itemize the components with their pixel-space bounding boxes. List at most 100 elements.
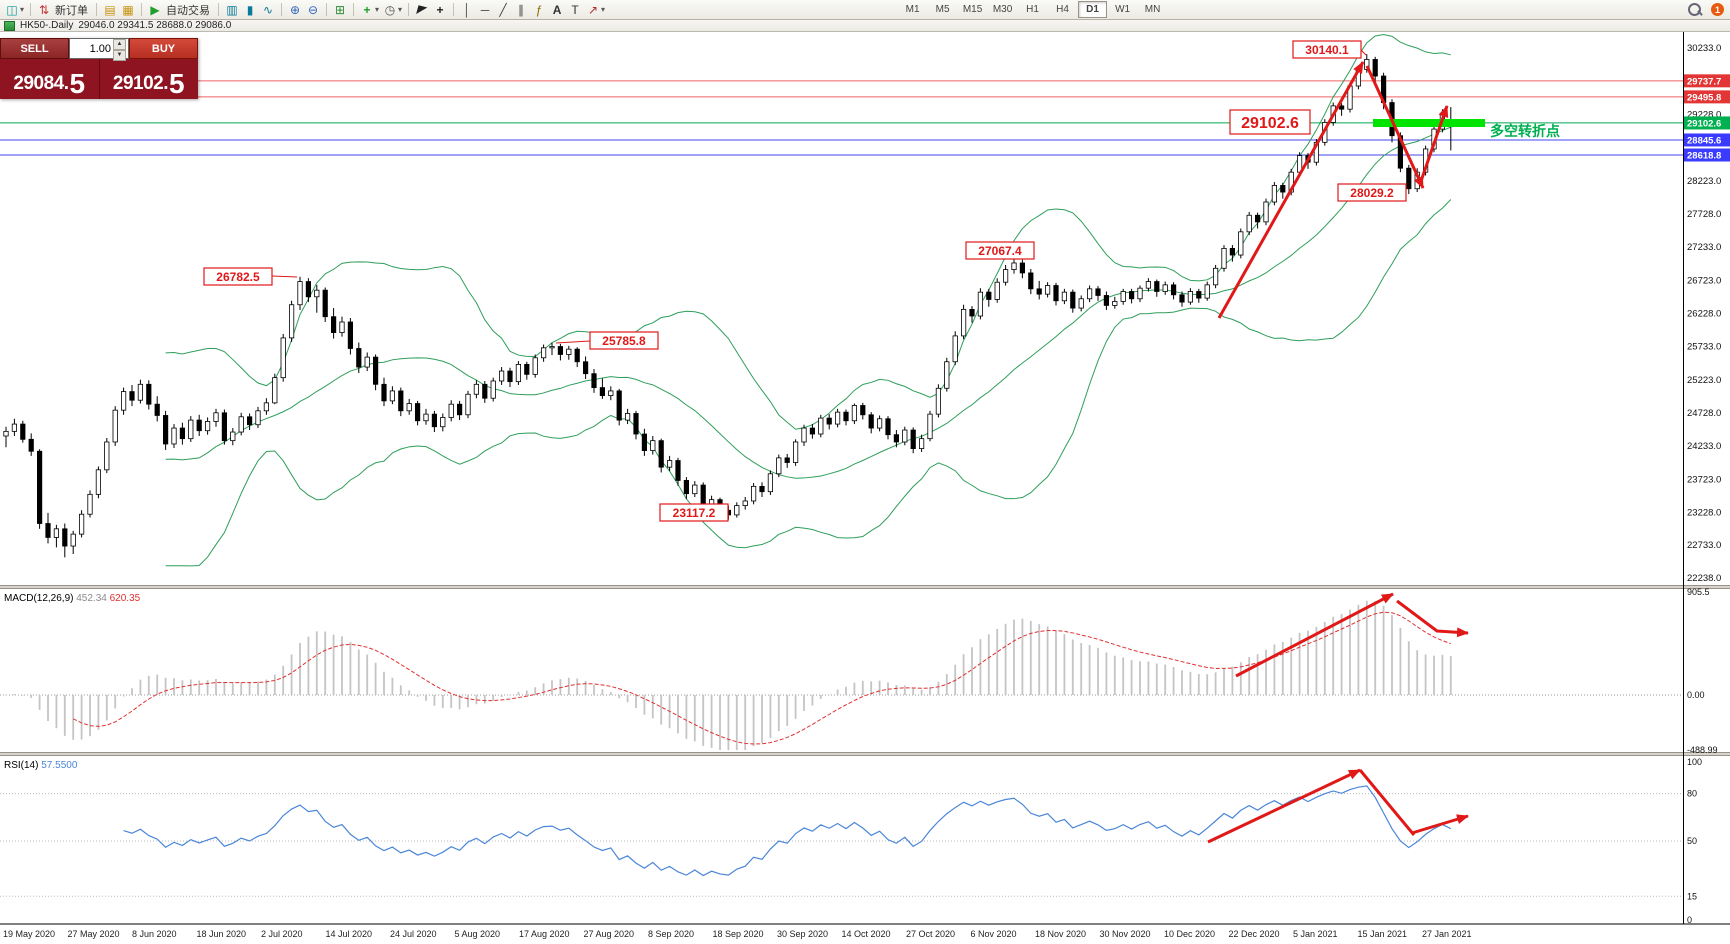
search-icon[interactable] <box>1688 3 1701 16</box>
tf-d1[interactable]: D1 <box>1078 1 1108 18</box>
tf-h1[interactable]: H1 <box>1026 4 1039 15</box>
volume-down-icon[interactable]: ▼ <box>113 50 126 61</box>
macd-panel: MACD(12,26,9) 452.34 620.35 905.5 0.00 -488… <box>0 587 1718 755</box>
tf-m15[interactable]: M15 <box>962 4 983 15</box>
chart-ohlc-values: 29046.0 29341.5 28688.0 29086.0 <box>78 20 232 31</box>
svg-text:5 Aug 2020: 5 Aug 2020 <box>455 929 501 939</box>
zoom-out-icon[interactable]: ⊖ <box>307 2 319 17</box>
candlestick-chart-icon[interactable]: ▮ <box>246 2 254 17</box>
bar-chart-icon[interactable]: ▥ <box>226 2 238 17</box>
notification-badge[interactable]: 1 <box>1711 3 1724 16</box>
volume-stepper: ▲ ▼ <box>69 38 129 61</box>
svg-text:5 Jan 2021: 5 Jan 2021 <box>1293 929 1338 939</box>
bid-price-main: 29084. <box>13 73 69 94</box>
tf-h4[interactable]: H4 <box>1056 4 1069 15</box>
bid-price-big: 5 <box>69 68 86 99</box>
cursor-icon[interactable]: ◤ <box>415 1 429 18</box>
svg-text:25785.8: 25785.8 <box>602 334 646 348</box>
sell-button[interactable]: SELL <box>0 38 69 59</box>
text-tool-icon[interactable]: A <box>552 2 562 17</box>
svg-text:26782.5: 26782.5 <box>216 270 260 284</box>
svg-text:24728.0: 24728.0 <box>1687 408 1721 419</box>
svg-text:27 Jan 2021: 27 Jan 2021 <box>1422 929 1472 939</box>
svg-text:28845.6: 28845.6 <box>1687 135 1721 146</box>
svg-text:25733.0: 25733.0 <box>1687 341 1721 352</box>
macd-label: MACD(12,26,9) 452.34 620.35 <box>4 593 141 604</box>
channel-tool-icon[interactable]: ∥ <box>518 2 525 17</box>
chevron-down-icon[interactable]: ▾ <box>375 5 380 14</box>
svg-text:905.5: 905.5 <box>1687 587 1710 597</box>
svg-text:19 May 2020: 19 May 2020 <box>3 929 55 939</box>
vertical-line-tool-icon[interactable]: │ <box>463 2 471 17</box>
bid-price[interactable]: 29084. 5 <box>0 59 99 99</box>
timeframe-group: M1 M5 M15 M30 H1 H4 D1 W1 MN <box>898 1 1167 18</box>
svg-text:50: 50 <box>1687 836 1697 846</box>
svg-text:0: 0 <box>1687 915 1692 925</box>
svg-text:30233.0: 30233.0 <box>1687 43 1721 54</box>
volume-input[interactable] <box>70 39 113 58</box>
buy-button[interactable]: BUY <box>129 38 198 59</box>
svg-text:18 Nov 2020: 18 Nov 2020 <box>1035 929 1086 939</box>
svg-text:22733.0: 22733.0 <box>1687 540 1721 551</box>
svg-text:27 May 2020: 27 May 2020 <box>68 929 120 939</box>
svg-text:18 Jun 2020: 18 Jun 2020 <box>197 929 247 939</box>
autotrading-play-icon[interactable]: ▶ <box>150 2 160 17</box>
turning-point-highlight <box>1373 119 1485 127</box>
zoom-in-icon[interactable]: ⊕ <box>289 2 301 17</box>
ask-price-main: 29102. <box>112 73 169 94</box>
line-chart-icon[interactable]: ∿ <box>262 2 274 17</box>
svg-text:17 Aug 2020: 17 Aug 2020 <box>519 929 570 939</box>
arrows-tool-icon[interactable]: ↗ <box>588 2 599 17</box>
svg-text:15: 15 <box>1687 891 1697 901</box>
toolbar-separator <box>96 3 98 16</box>
chevron-down-icon[interactable]: ▾ <box>20 5 25 14</box>
svg-text:30 Nov 2020: 30 Nov 2020 <box>1100 929 1151 939</box>
svg-text:8 Jun 2020: 8 Jun 2020 <box>132 929 177 939</box>
toolbar-separator <box>30 3 32 16</box>
svg-text:26723.0: 26723.0 <box>1687 276 1721 287</box>
tf-w1[interactable]: W1 <box>1115 4 1131 15</box>
svg-text:27067.4: 27067.4 <box>978 244 1022 258</box>
new-order-label[interactable]: 新订单 <box>55 4 89 17</box>
navigator-icon[interactable]: ▦ <box>122 2 134 17</box>
svg-text:29102.6: 29102.6 <box>1687 118 1721 129</box>
new-order-icon[interactable]: ⇅ <box>38 2 50 17</box>
label-tool-icon[interactable]: T <box>571 2 579 17</box>
tile-windows-icon[interactable]: ⊞ <box>334 2 346 17</box>
tf-m1[interactable]: M1 <box>905 4 920 15</box>
indicators-add-icon[interactable]: + <box>363 2 371 17</box>
chart-title: HK50-.Daily <box>20 20 74 31</box>
ask-price[interactable]: 29102. 5 <box>98 59 199 99</box>
market-watch-icon[interactable]: ▤ <box>104 2 116 17</box>
price-chart[interactable]: 多空转折点 MACD(12,26,9) 452.34 620.35 905.5 0.0… <box>0 32 1730 944</box>
svg-text:28223.0: 28223.0 <box>1687 176 1721 187</box>
horizontal-line-tool-icon[interactable]: ─ <box>480 2 490 17</box>
crosshair-icon[interactable]: + <box>436 2 444 17</box>
svg-text:29737.7: 29737.7 <box>1687 76 1721 87</box>
toolbar-separator <box>141 3 143 16</box>
chevron-down-icon[interactable]: ▾ <box>601 5 606 14</box>
svg-text:29102.6: 29102.6 <box>1241 115 1299 132</box>
tf-mn[interactable]: MN <box>1144 4 1161 15</box>
period-clock-icon[interactable]: ◷ <box>384 2 396 17</box>
tf-m30[interactable]: M30 <box>992 4 1013 15</box>
svg-text:14 Oct 2020: 14 Oct 2020 <box>842 929 891 939</box>
svg-text:100: 100 <box>1687 757 1702 767</box>
toolbar: ◫ ▾ ⇅ 新订单 ▤ ▦ ▶ 自动交易 ▥ ▮ ∿ ⊕ ⊖ ⊞ + ▾ ◷ ▾… <box>0 0 1730 20</box>
toolbar-separator <box>281 3 283 16</box>
autotrading-label[interactable]: 自动交易 <box>166 4 211 17</box>
svg-text:8 Sep 2020: 8 Sep 2020 <box>648 929 694 939</box>
trendline-tool-icon[interactable]: ╱ <box>499 2 507 17</box>
svg-text:28618.8: 28618.8 <box>1687 151 1721 162</box>
time-axis[interactable]: 19 May 2020 27 May 2020 8 Jun 2020 18 Jun 2… <box>0 923 1730 939</box>
fibonacci-tool-icon[interactable]: ƒ <box>535 2 543 17</box>
chevron-down-icon[interactable]: ▾ <box>398 5 403 14</box>
new-chart-icon[interactable]: ◫ <box>6 2 18 17</box>
toolbar-separator <box>353 3 355 16</box>
tf-m5[interactable]: M5 <box>935 4 950 15</box>
svg-text:2 Jul 2020: 2 Jul 2020 <box>261 929 303 939</box>
svg-text:6 Nov 2020: 6 Nov 2020 <box>971 929 1017 939</box>
volume-up-icon[interactable]: ▲ <box>113 39 126 50</box>
